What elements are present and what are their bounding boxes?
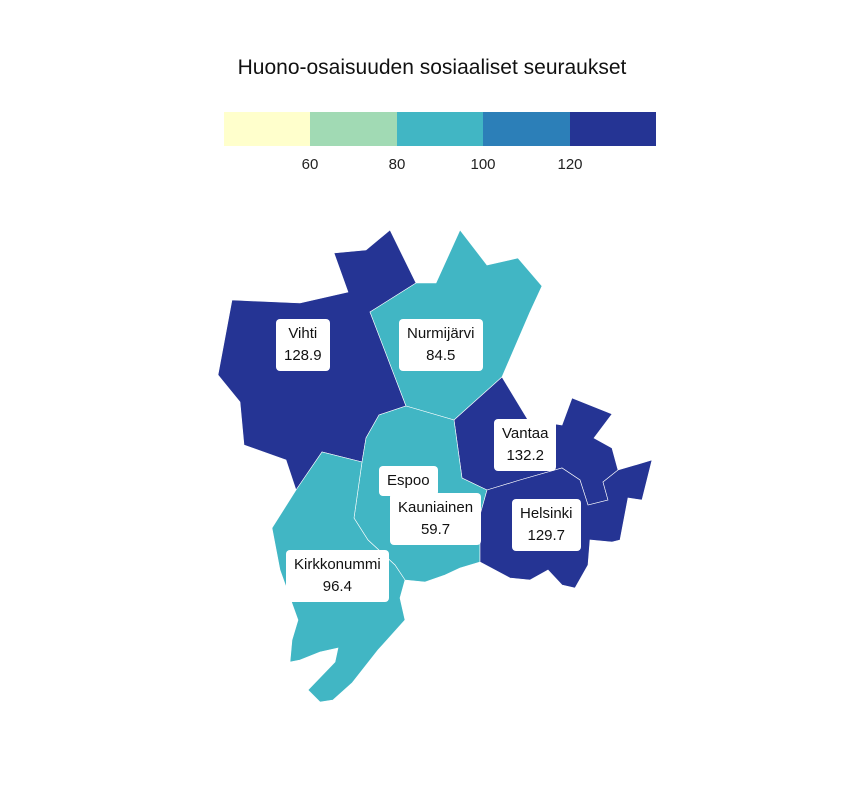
label-espoo-name: Espoo — [387, 472, 430, 489]
map-title: Huono-osaisuuden sosiaaliset seuraukset — [237, 56, 627, 79]
label-kirkkonummi: Kirkkonummi 96.4 — [286, 550, 389, 602]
legend-tick-120: 120 — [557, 156, 583, 173]
legend-swatch-2 — [310, 112, 397, 146]
label-helsinki: Helsinki 129.7 — [512, 499, 581, 551]
label-vihti-name: Vihti — [288, 325, 318, 342]
label-nurmijarvi-name: Nurmijärvi — [407, 325, 475, 342]
label-kauniainen: Kauniainen 59.7 — [390, 493, 482, 545]
label-kauniainen-name: Kauniainen — [398, 499, 474, 516]
label-nurmijarvi: Nurmijärvi 84.5 — [399, 319, 483, 371]
label-vihti-value: 128.9 — [284, 347, 322, 364]
label-kirkkonummi-value: 96.4 — [322, 578, 352, 595]
legend-tick-80: 80 — [388, 156, 406, 173]
legend-swatch-1 — [224, 112, 311, 146]
label-nurmijarvi-value: 84.5 — [426, 347, 456, 364]
legend-swatch-5 — [569, 112, 657, 146]
label-helsinki-name: Helsinki — [520, 505, 573, 522]
label-vantaa-value: 132.2 — [506, 447, 544, 464]
label-helsinki-value: 129.7 — [527, 527, 566, 544]
label-vantaa-name: Vantaa — [502, 425, 549, 442]
label-espoo: Espoo — [379, 466, 438, 496]
legend-swatch-3 — [396, 112, 484, 146]
legend-swatch-4 — [483, 112, 570, 146]
label-vihti: Vihti 128.9 — [276, 319, 330, 371]
color-legend — [224, 112, 657, 146]
label-kauniainen-value: 59.7 — [420, 521, 451, 538]
legend-tick-60: 60 — [301, 156, 319, 173]
legend-tick-100: 100 — [470, 156, 496, 173]
label-vantaa: Vantaa 132.2 — [494, 419, 557, 471]
label-kirkkonummi-name: Kirkkonummi — [294, 556, 381, 573]
